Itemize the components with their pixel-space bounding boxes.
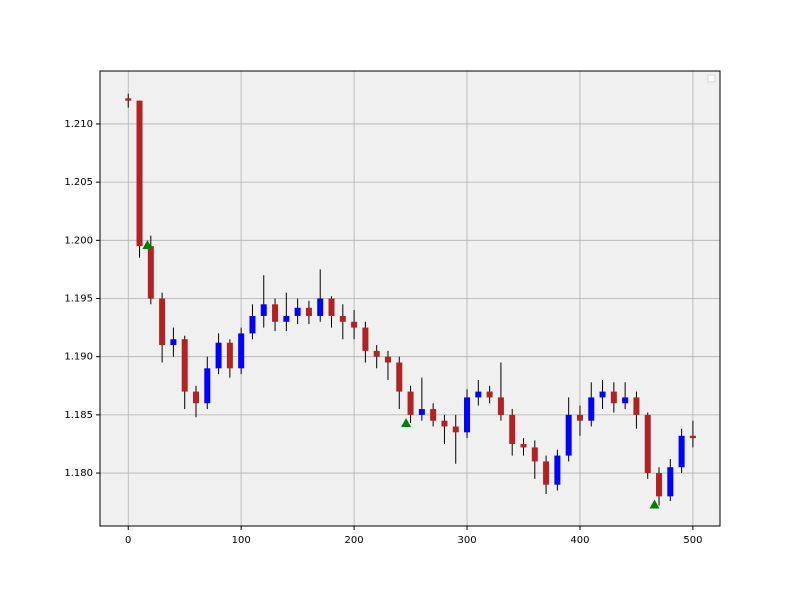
candle-body <box>565 414 572 456</box>
y-tick-label: 1.200 <box>64 235 93 246</box>
candle-body <box>475 391 482 398</box>
candle-body <box>305 307 312 316</box>
candle-body <box>418 409 425 415</box>
candle-body <box>644 414 651 474</box>
candle-body <box>576 414 583 421</box>
candle-body <box>667 467 674 497</box>
candle-body <box>192 391 199 404</box>
candle-body <box>136 100 143 247</box>
candle-body <box>351 321 358 328</box>
candle-body <box>464 397 471 433</box>
marker <box>649 499 660 509</box>
candle-body <box>509 414 516 444</box>
candle-body <box>125 98 132 101</box>
candle-body <box>204 368 211 404</box>
y-tick-label: 1.185 <box>64 410 93 421</box>
legend-box <box>707 74 716 83</box>
candle-body <box>554 455 561 485</box>
y-tick-label: 1.190 <box>64 352 93 363</box>
candle-body <box>633 397 640 415</box>
candle-body <box>520 443 527 448</box>
candle-body <box>181 339 188 392</box>
y-tick-label: 1.180 <box>64 468 93 479</box>
candle-body <box>543 461 550 485</box>
candle-body <box>317 298 324 316</box>
candle-body <box>689 435 696 439</box>
candle-body <box>656 473 663 497</box>
candle-body <box>384 356 391 363</box>
candle-body <box>362 327 369 351</box>
candle-body <box>294 307 301 316</box>
candle-body <box>238 333 245 369</box>
candle-body <box>497 397 504 415</box>
candle-body <box>407 391 414 415</box>
candle-body <box>147 246 154 299</box>
candle-body <box>339 315 346 322</box>
x-tick-label: 400 <box>570 535 589 546</box>
candle-body <box>678 435 685 468</box>
y-tick-label: 1.195 <box>64 294 93 305</box>
candle-body <box>159 298 166 346</box>
marker <box>401 418 412 428</box>
candle-body <box>272 304 279 322</box>
y-tick-label: 1.210 <box>64 119 93 130</box>
candle-body <box>531 447 538 462</box>
y-tick-label: 1.205 <box>64 177 93 188</box>
candle-body <box>249 315 256 334</box>
marker <box>142 239 153 249</box>
candle-body <box>610 391 617 404</box>
x-tick-label: 0 <box>125 535 131 546</box>
candle-body <box>215 342 222 369</box>
candle-body <box>373 350 380 357</box>
candle-body <box>599 391 606 398</box>
x-tick-label: 300 <box>457 535 476 546</box>
candle-body <box>170 339 177 346</box>
candle-body <box>588 397 595 421</box>
candle-body <box>260 304 267 316</box>
candle-body <box>486 391 493 398</box>
x-tick-label: 200 <box>345 535 364 546</box>
plot-frame <box>99 70 721 527</box>
candle-body <box>452 426 459 433</box>
candle-body <box>622 397 629 404</box>
candle-body <box>396 362 403 392</box>
x-tick-label: 500 <box>683 535 702 546</box>
candle-body <box>226 342 233 369</box>
x-tick-label: 100 <box>232 535 251 546</box>
candle-body <box>430 409 437 421</box>
candle-body <box>328 298 335 316</box>
candle-body <box>283 315 290 322</box>
candle-body <box>441 420 448 427</box>
